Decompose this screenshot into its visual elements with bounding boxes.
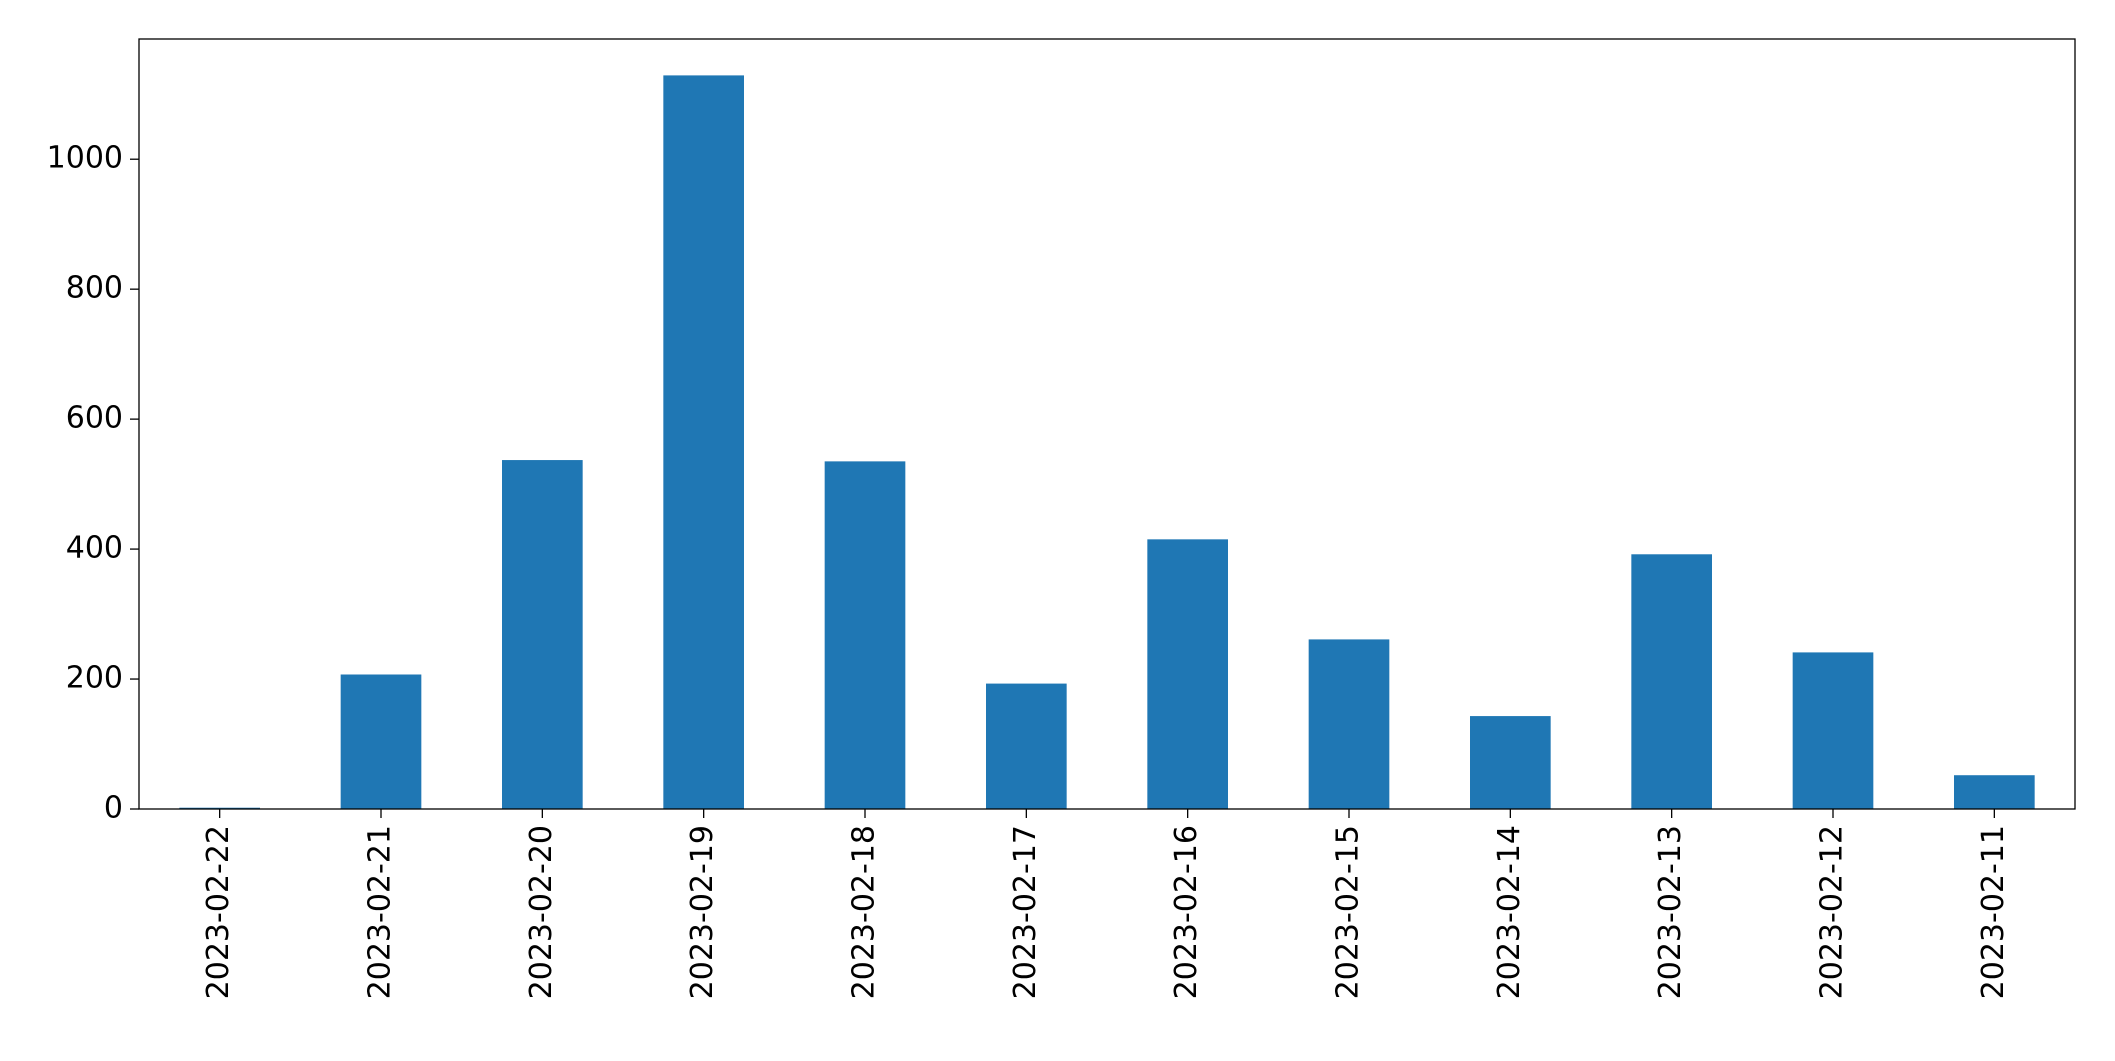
bar <box>663 75 744 809</box>
x-tick-label: 2023-02-15 <box>1331 825 1366 999</box>
x-tick-label: 2023-02-17 <box>1008 825 1043 999</box>
x-tick-label: 2023-02-16 <box>1169 825 1204 999</box>
x-tick-label: 2023-02-21 <box>363 825 398 999</box>
bar <box>1308 639 1390 809</box>
x-tick-label: 2023-02-20 <box>524 825 559 999</box>
bar <box>824 461 906 809</box>
bar <box>340 674 422 809</box>
y-tick-label: 0 <box>104 791 123 826</box>
y-tick-label: 200 <box>66 661 123 696</box>
y-tick-label: 400 <box>66 531 123 566</box>
y-tick-label: 1000 <box>47 141 123 176</box>
plot-frame <box>138 38 2076 810</box>
x-tick-label: 2023-02-12 <box>1815 825 1850 999</box>
x-tick-label: 2023-02-14 <box>1492 825 1527 999</box>
bar <box>1954 775 2035 809</box>
x-tick-label: 2023-02-18 <box>847 825 882 999</box>
bar <box>1470 716 1551 809</box>
bar <box>986 683 1067 809</box>
bar <box>502 460 583 809</box>
bar <box>1631 554 1712 809</box>
x-tick-label: 2023-02-11 <box>1976 825 2011 999</box>
x-tick-label: 2023-02-13 <box>1653 825 1688 999</box>
y-tick-label: 800 <box>66 271 123 306</box>
x-tick-label: 2023-02-19 <box>685 825 720 999</box>
x-tick-label: 2023-02-22 <box>201 825 236 999</box>
y-tick-label: 600 <box>66 401 123 436</box>
bar <box>1147 539 1228 809</box>
bar <box>1792 652 1874 809</box>
